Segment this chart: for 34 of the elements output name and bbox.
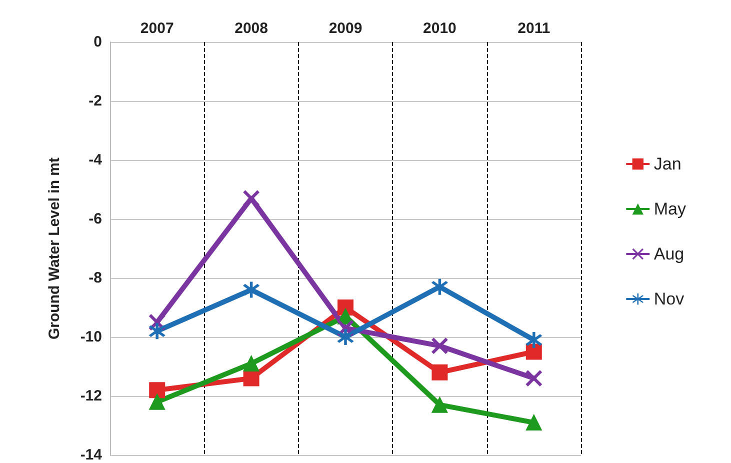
legend-label: Aug [654,244,684,264]
y-tick-label: -4 [88,152,103,168]
point [243,370,260,386]
point [526,370,542,386]
x-tick-label: 2009 [328,20,362,37]
legend-label: Jan [654,154,682,174]
point [432,364,448,380]
y-tick-label: -12 [80,388,102,404]
point [149,323,166,340]
x-tick-label: 2010 [423,20,456,37]
y-tick-label: -6 [88,210,102,228]
x-tick-label: 2008 [234,20,268,37]
point [526,332,542,348]
point [243,190,260,206]
legend-label: May [654,200,686,218]
y-tick-label: -2 [88,92,102,110]
point [149,394,166,410]
y-tick-label: 0 [94,34,102,50]
y-tick-label: -10 [80,328,102,346]
point [432,396,448,413]
point [432,278,448,295]
y-tick-label: -14 [80,446,103,463]
y-tick-label: -8 [88,270,102,286]
point [526,414,542,431]
point [243,356,260,372]
point [432,338,448,354]
point [149,382,166,398]
y-axis-title: Ground Water Level in mt [46,158,63,340]
point [526,344,542,360]
point [243,282,260,298]
legend-label: Nov [654,290,685,308]
x-tick-label: 2007 [140,20,174,37]
x-tick-label: 2011 [518,20,550,37]
point [338,329,354,345]
